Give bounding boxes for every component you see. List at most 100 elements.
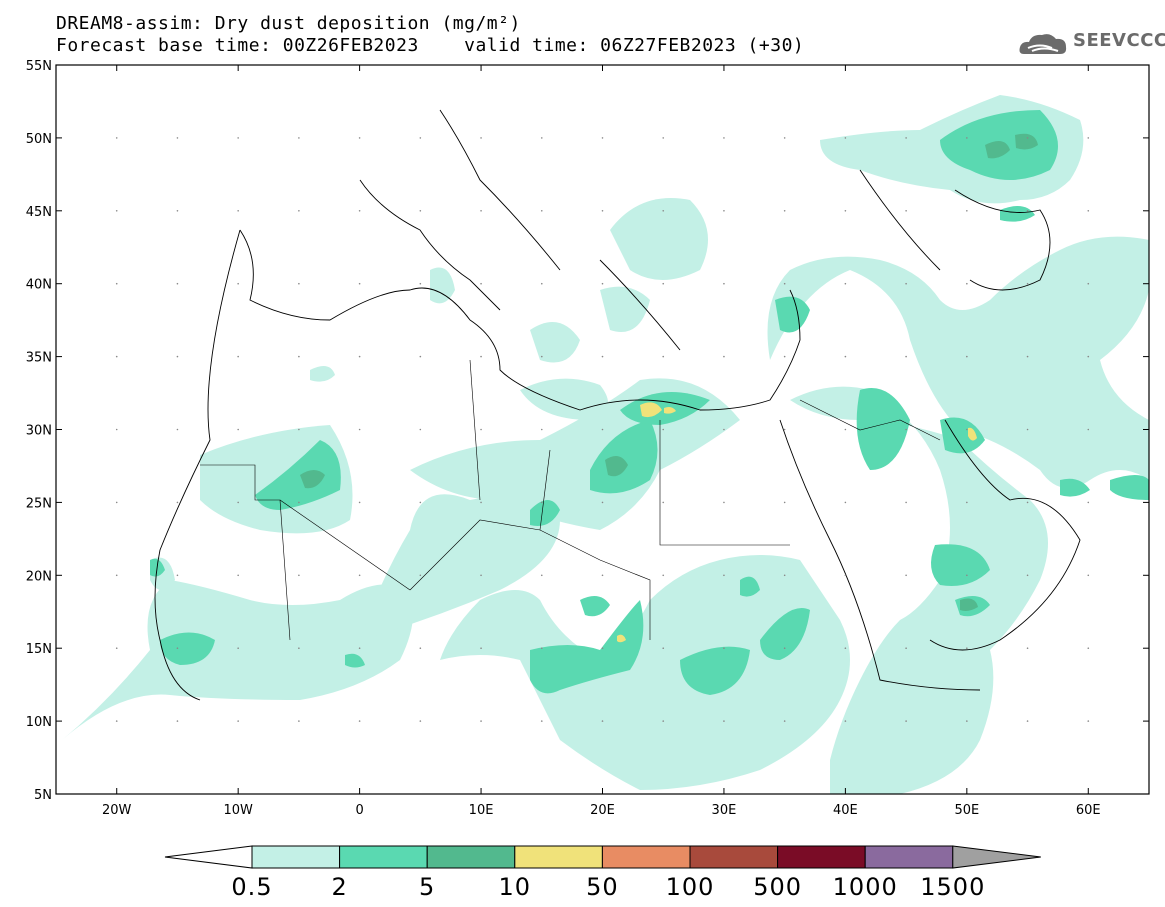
grid-dot <box>966 355 968 358</box>
grid-dot <box>237 137 239 139</box>
colorbar-low-arrow <box>164 845 253 869</box>
grid-dot <box>298 428 300 431</box>
grid-dot <box>844 210 847 212</box>
colorbar-label: 100 <box>665 873 715 901</box>
lat-label: 55N <box>26 59 52 74</box>
grid-dot <box>601 355 604 358</box>
grid-dot <box>966 282 968 285</box>
grid-dot <box>1026 428 1029 431</box>
dust-field-peak <box>617 402 977 643</box>
grid-dot <box>783 501 786 504</box>
grid-dot <box>115 355 118 358</box>
colorbar-high-arrow <box>952 845 1041 869</box>
grid-dot <box>298 720 300 722</box>
grid-dot <box>783 574 786 577</box>
grid-dot <box>419 137 422 139</box>
grid-dot <box>723 501 725 504</box>
grid-dot <box>419 647 422 649</box>
colorbar-label: 1000 <box>832 873 898 901</box>
grid-dot <box>1087 647 1090 649</box>
grid-dot <box>662 137 665 139</box>
lat-label: 15N <box>26 642 52 657</box>
grid-dot <box>844 355 847 358</box>
colorbar-label: 10 <box>498 873 532 901</box>
grid-dot <box>358 501 361 504</box>
grid-dot <box>662 355 665 358</box>
lon-label: 20W <box>102 803 132 818</box>
grid-dot <box>237 282 239 285</box>
grid-dot <box>237 574 239 577</box>
grid-dot <box>419 282 422 285</box>
colorbar-segment <box>426 845 516 869</box>
grid-dot <box>1087 137 1090 139</box>
grid-dot <box>176 355 179 358</box>
grid-dot <box>115 720 118 722</box>
grid-dot <box>723 282 725 285</box>
grid-dot <box>237 501 239 504</box>
grid-dot <box>237 720 239 722</box>
grid-dot <box>601 210 604 212</box>
grid-dot <box>662 574 665 577</box>
colorbar-segment <box>777 845 866 869</box>
dust-field-high <box>300 133 1038 611</box>
grid-dot <box>176 137 179 139</box>
grid-dot <box>480 355 482 358</box>
grid-dot <box>358 355 361 358</box>
grid-dot <box>1026 210 1029 212</box>
lat-label: 25N <box>26 496 52 511</box>
lon-labels: 20W 10W 0 10E 20E 30E 40E 50E 60E <box>102 803 1101 818</box>
grid-dot <box>723 647 725 649</box>
grid-dot <box>1087 574 1090 577</box>
grid-dot <box>298 647 300 649</box>
lat-label: 45N <box>26 205 52 220</box>
grid-dot <box>115 501 118 504</box>
grid-dot <box>966 428 968 431</box>
grid-dot <box>480 137 482 139</box>
grid-dot <box>419 355 422 358</box>
lat-label: 30N <box>26 424 52 439</box>
grid-dot <box>480 647 482 649</box>
coastlines <box>154 109 1081 701</box>
grid-dot <box>723 720 725 722</box>
grid-dot <box>844 647 847 649</box>
lat-labels: 55N 50N 45N 40N 35N 30N 25N 20N 15N 10N 5N <box>26 59 52 803</box>
grid-dot <box>601 428 604 431</box>
grid-dot <box>419 720 422 722</box>
map-title: DREAM8-assim: Dry dust deposition (mg/m²… <box>56 13 521 34</box>
grid-dot <box>662 282 665 285</box>
grid-dot <box>298 137 300 139</box>
grid-dot <box>905 282 907 285</box>
grid-dot <box>480 720 482 722</box>
grid-dot <box>1087 720 1090 722</box>
grid-dot <box>783 137 786 139</box>
grid-dot <box>601 137 604 139</box>
grid-dots <box>115 137 1090 722</box>
grid-dot <box>480 501 482 504</box>
grid-dot <box>844 282 847 285</box>
colorbar-segment <box>689 845 779 869</box>
grid-dot <box>905 210 907 212</box>
lon-label: 0 <box>355 803 363 818</box>
lat-label: 35N <box>26 351 52 366</box>
grid-dot <box>480 574 482 577</box>
grid-dot <box>358 137 361 139</box>
grid-dot <box>540 210 543 212</box>
grid-dot <box>905 574 907 577</box>
grid-dot <box>966 210 968 212</box>
grid-dot <box>115 282 118 285</box>
grid-dot <box>905 720 907 722</box>
grid-dot <box>176 720 179 722</box>
grid-dot <box>1026 501 1029 504</box>
lat-label: 10N <box>26 715 52 730</box>
grid-dot <box>1087 282 1090 285</box>
grid-dot <box>844 720 847 722</box>
grid-dot <box>540 720 543 722</box>
colorbar-label: 1500 <box>920 873 986 901</box>
grid-dot <box>601 647 604 649</box>
lon-label: 20E <box>590 803 615 818</box>
lat-label: 40N <box>26 278 52 293</box>
grid-dot <box>966 501 968 504</box>
grid-dot <box>783 355 786 358</box>
lon-label: 10E <box>469 803 494 818</box>
grid-dot <box>419 501 422 504</box>
